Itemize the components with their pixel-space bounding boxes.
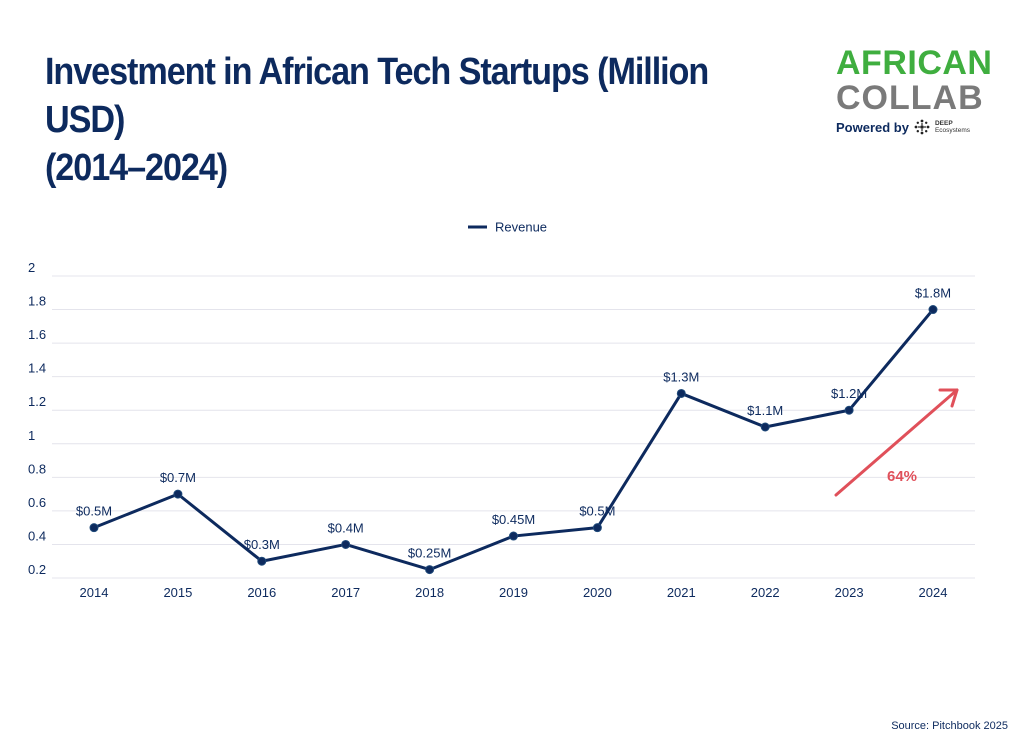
- chart-title: Investment in African Tech Startups (Mil…: [45, 48, 747, 192]
- data-point: [592, 523, 602, 533]
- growth-arrow-icon: [834, 388, 959, 497]
- y-tick-label: 0.6: [28, 495, 46, 510]
- y-tick-label: 1.6: [28, 327, 46, 342]
- data-point: [928, 305, 938, 315]
- growth-arrow-head-icon: [938, 388, 959, 408]
- data-point: [760, 422, 770, 432]
- data-label: $1.3M: [663, 369, 699, 384]
- data-label: $1.8M: [915, 286, 951, 301]
- deep-ecosystems-icon: [914, 119, 930, 135]
- data-point: [676, 388, 686, 398]
- legend-label: Revenue: [495, 220, 547, 235]
- gridlines: [52, 275, 975, 579]
- y-tick-label: 1.8: [28, 294, 46, 309]
- data-label: $1.1M: [747, 403, 783, 418]
- data-label: $0.3M: [244, 537, 280, 552]
- logo-powered-by: Powered by DEEP Ecosystems: [836, 119, 1006, 135]
- x-tick-label: 2023: [835, 585, 864, 600]
- data-labels: $0.5M $0.7M $0.3M $0.4M $0.25M $0.45M $0.5M $1.…: [76, 286, 951, 561]
- y-tick-label: 0.2: [28, 562, 46, 577]
- x-tick-label: 2021: [667, 585, 696, 600]
- y-tick-label: 1: [28, 428, 35, 443]
- legend: Revenue: [468, 220, 547, 235]
- data-label: $0.5M: [76, 504, 112, 519]
- data-point: [257, 556, 267, 566]
- logo-text-african: AFRICAN: [836, 44, 993, 82]
- african-collab-logo: AFRICAN COLLAB Powered by DEEP Ecosystem…: [836, 46, 1006, 135]
- source-note: Source: Pitchbook 2025: [891, 720, 1008, 732]
- data-label: $0.25M: [408, 546, 451, 561]
- y-tick-label: 1.4: [28, 361, 46, 376]
- chart-title-line2: (2014–2024): [45, 147, 228, 189]
- powered-by-label: Powered by: [836, 119, 909, 135]
- data-point: [425, 565, 435, 575]
- partner-name-line1: DEEP: [934, 120, 953, 127]
- data-point: [844, 405, 854, 415]
- partner-name: DEEP Ecosystems: [935, 120, 970, 134]
- x-tick-label: 2015: [163, 585, 192, 600]
- data-label: $1.2M: [831, 386, 867, 401]
- x-tick-label: 2018: [415, 585, 444, 600]
- data-point: [89, 523, 99, 533]
- y-tick-label: 1.2: [28, 394, 46, 409]
- growth-annotation: 64%: [834, 388, 959, 497]
- data-label: $0.4M: [328, 520, 364, 535]
- data-point: [341, 539, 351, 549]
- x-tick-label: 2024: [919, 585, 948, 600]
- partner-name-line2: Ecosystems: [934, 127, 971, 134]
- y-axis-ticks: 0.2 0.4 0.6 0.8 1 1.2 1.4 1.6 1.8 2: [28, 260, 46, 577]
- y-tick-label: 2: [28, 260, 35, 275]
- x-tick-label: 2014: [80, 585, 109, 600]
- y-tick-label: 0.4: [28, 528, 46, 543]
- x-tick-label: 2019: [499, 585, 528, 600]
- x-tick-label: 2020: [583, 585, 612, 600]
- x-tick-label: 2017: [331, 585, 360, 600]
- y-tick-label: 0.8: [28, 461, 46, 476]
- data-label: $0.45M: [492, 512, 535, 527]
- data-point: [509, 531, 518, 541]
- x-axis-ticks: 2014 2015 2016 2017 2018 2019 2020 2021 2022 2023…: [80, 585, 948, 600]
- data-label: $0.5M: [579, 504, 615, 519]
- data-label: $0.7M: [160, 470, 196, 485]
- chart-title-line1: Investment in African Tech Startups (Mil…: [45, 51, 709, 141]
- logo-text-collab: COLLAB: [836, 79, 984, 117]
- x-tick-label: 2016: [247, 585, 276, 600]
- data-point: [173, 489, 183, 499]
- growth-percentage: 64%: [887, 468, 917, 485]
- series-line: [93, 308, 935, 572]
- x-tick-label: 2022: [751, 585, 780, 600]
- series-revenue: [89, 305, 938, 575]
